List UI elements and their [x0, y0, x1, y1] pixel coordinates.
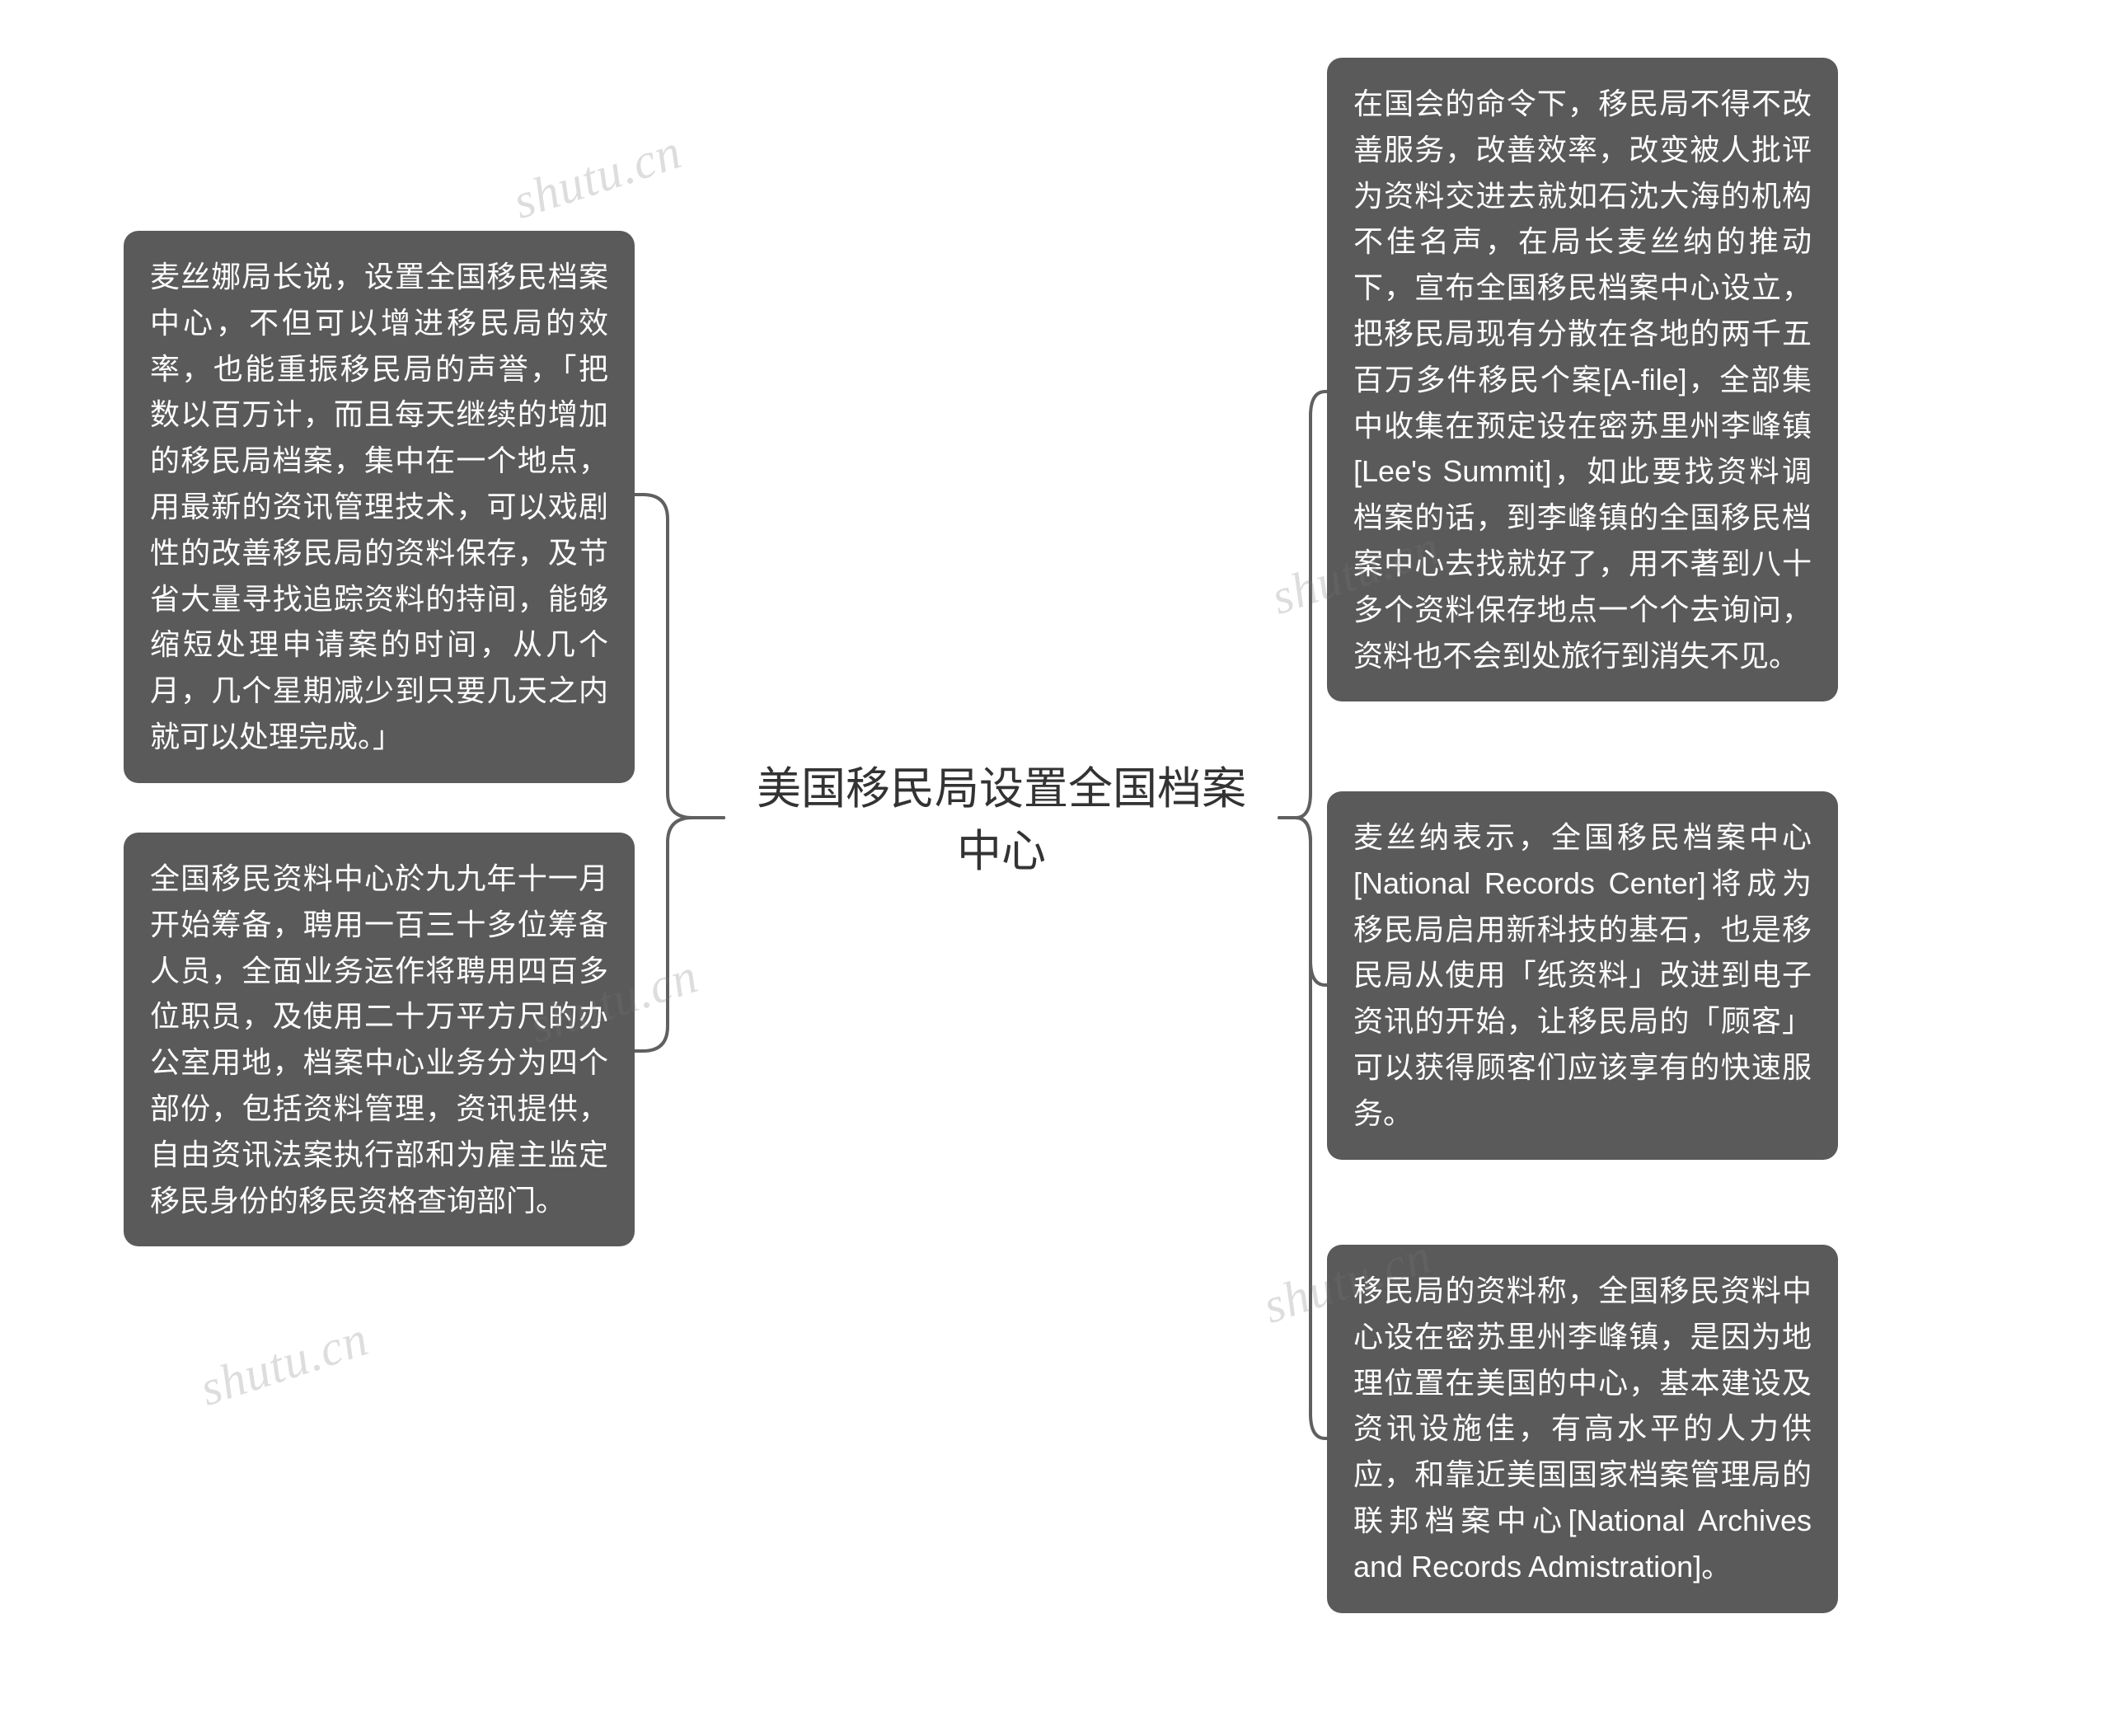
left-node-0-text: 麦丝娜局长说，设置全国移民档案中心，不但可以增进移民局的效率，也能重振移民局的声… [150, 260, 608, 753]
left-node-1: 全国移民资料中心於九九年十一月开始筹备，聘用一百三十多位筹备人员，全面业务运作将… [124, 833, 635, 1246]
center-node: 美国移民局设置全国档案 中心 [725, 758, 1278, 883]
right-node-2: 移民局的资料称，全国移民资料中心设在密苏里州李峰镇，是因为地理位置在美国的中心，… [1327, 1245, 1838, 1613]
left-node-1-text: 全国移民资料中心於九九年十一月开始筹备，聘用一百三十多位筹备人员，全面业务运作将… [150, 861, 608, 1218]
right-node-0: 在国会的命令下，移民局不得不改善服务，改善效率，改变被人批评为资料交进去就如石沈… [1327, 58, 1838, 701]
center-title-line2: 中心 [957, 827, 1046, 876]
center-title-line1: 美国移民局设置全国档案 [757, 764, 1246, 814]
right-node-2-text: 移民局的资料称，全国移民资料中心设在密苏里州李峰镇，是因为地理位置在美国的中心，… [1353, 1274, 1812, 1584]
right-node-0-text: 在国会的命令下，移民局不得不改善服务，改善效率，改变被人批评为资料交进去就如石沈… [1353, 87, 1812, 673]
left-node-0: 麦丝娜局长说，设置全国移民档案中心，不但可以增进移民局的效率，也能重振移民局的声… [124, 231, 635, 783]
watermark-3: shutu.cn [193, 1310, 375, 1417]
right-node-1-text: 麦丝纳表示，全国移民档案中心[National Records Center]将… [1353, 820, 1812, 1130]
watermark-1: shutu.cn [506, 123, 688, 230]
right-node-1: 麦丝纳表示，全国移民档案中心[National Records Center]将… [1327, 791, 1838, 1160]
